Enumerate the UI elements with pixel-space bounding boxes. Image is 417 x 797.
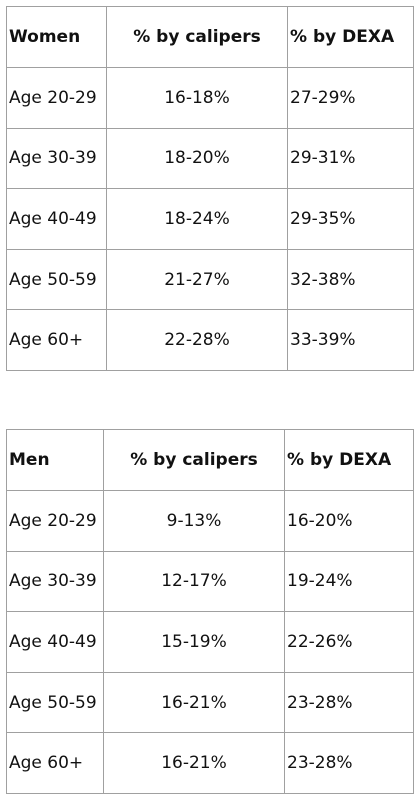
cell: 16-21%: [103, 732, 285, 794]
table-row: Age 50-59 16-21% 23-28%: [6, 671, 414, 734]
table-row: Age 60+ 22-28% 33-39%: [6, 309, 414, 371]
cell: Age 40-49: [6, 611, 104, 673]
cell: 16-18%: [106, 67, 288, 129]
cell: 29-31%: [287, 127, 414, 190]
header-cell: % by calipers: [103, 429, 285, 491]
cell: 23-28%: [284, 671, 414, 734]
cell: Age 40-49: [6, 188, 107, 250]
table-row: Age 30-39 18-20% 29-31%: [6, 127, 414, 190]
table-row: Age 40-49 18-24% 29-35%: [6, 188, 414, 250]
cell: 9-13%: [103, 490, 285, 552]
table-row: Age 30-39 12-17% 19-24%: [6, 550, 414, 613]
cell: 27-29%: [287, 67, 414, 129]
cell: 16-20%: [284, 490, 414, 552]
cell: Age 30-39: [6, 550, 104, 613]
header-row: Women% by calipers% by DEXA: [6, 6, 414, 68]
cell: 21-27%: [106, 248, 288, 311]
header-cell: % by DEXA: [287, 6, 414, 68]
header-cell: Women: [6, 6, 107, 68]
table: Women% by calipers% by DEXA Age 20-29 16-1…: [6, 6, 414, 371]
cell: 33-39%: [287, 309, 414, 371]
cell: Age 60+: [6, 732, 104, 794]
cell: 16-21%: [103, 671, 285, 734]
header-cell: % by DEXA: [284, 429, 414, 491]
cell: 15-19%: [103, 611, 285, 673]
table-row: Age 60+ 16-21% 23-28%: [6, 732, 414, 794]
cell: Age 50-59: [6, 671, 104, 734]
table-row: Age 20-29 9-13% 16-20%: [6, 490, 414, 552]
cell: Age 20-29: [6, 67, 107, 129]
cell: 19-24%: [284, 550, 414, 613]
cell: Age 60+: [6, 309, 107, 371]
cell: Age 50-59: [6, 248, 107, 311]
table-row: Age 20-29 16-18% 27-29%: [6, 67, 414, 129]
header-cell: Men: [6, 429, 104, 491]
cell: 18-24%: [106, 188, 288, 250]
cell: 22-26%: [284, 611, 414, 673]
cell: 32-38%: [287, 248, 414, 311]
cell: 23-28%: [284, 732, 414, 794]
cell: Age 20-29: [6, 490, 104, 552]
table-row: Age 40-49 15-19% 22-26%: [6, 611, 414, 673]
cell: Age 30-39: [6, 127, 107, 190]
header-row: Men% by calipers% by DEXA: [6, 429, 414, 491]
cell: 22-28%: [106, 309, 288, 371]
table: Men% by calipers% by DEXA Age 20-29 9-13% 1…: [6, 429, 414, 794]
cell: 29-35%: [287, 188, 414, 250]
header-cell: % by calipers: [106, 6, 288, 68]
cell: 12-17%: [103, 550, 285, 613]
table-row: Age 50-59 21-27% 32-38%: [6, 248, 414, 311]
cell: 18-20%: [106, 127, 288, 190]
